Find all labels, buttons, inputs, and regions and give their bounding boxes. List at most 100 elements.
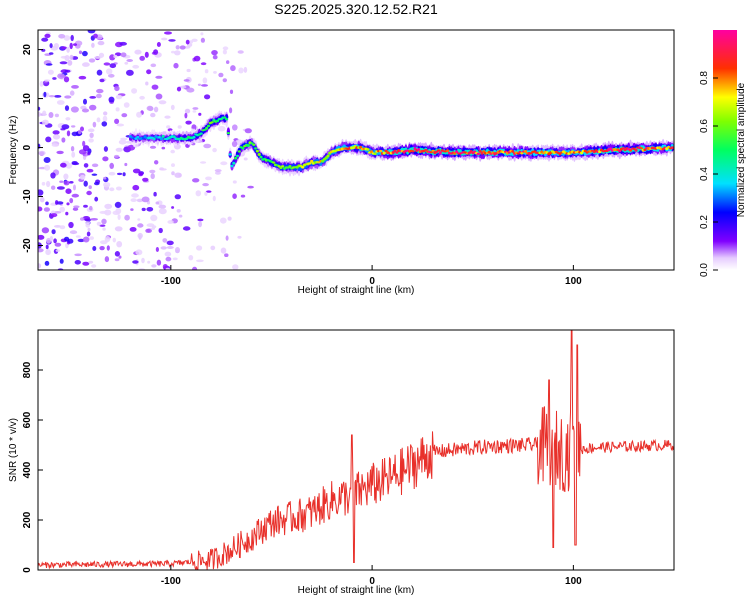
noise-cell [243,66,248,73]
noise-cell [113,54,118,59]
noise-cell [74,260,82,265]
snr-panel: -100 0 100 0 200 400 600 800 Height of straigh… [8,329,675,596]
noise-cell [109,187,115,192]
noise-cell [211,50,218,56]
noise-cell [113,154,120,159]
noise-cell [92,121,97,128]
ridge-cell [634,148,638,152]
noise-cell [55,200,59,205]
noise-cell [63,76,70,83]
ridge-cell [417,148,421,151]
noise-cell [66,130,71,137]
noise-cell [101,121,108,127]
noise-cell [118,255,122,259]
noise-cell [61,124,70,130]
ridge-cell [228,153,232,156]
noise-cell [112,210,120,215]
noise-cell [162,238,168,243]
ridge-cell [215,119,220,123]
noise-cell [60,162,67,168]
spectrogram-x-axis-label: Height of straight line (km) [298,285,415,296]
ridge-cell [237,150,241,153]
noise-cell [44,79,51,82]
noise-cell [144,51,149,58]
noise-cell [184,112,188,119]
noise-cell [151,264,157,268]
noise-cell [210,245,216,251]
ridge-cell [234,156,238,160]
ridge-cell [480,151,484,155]
noise-cell [71,193,80,198]
noise-cell [165,256,172,262]
noise-cell [120,52,127,58]
noise-cell [87,128,95,133]
noise-cell [155,93,163,100]
noise-cell [64,69,71,73]
noise-cell [65,188,72,194]
x-tick-label: -100 [161,576,181,587]
noise-cell [82,216,91,221]
noise-cell [115,147,123,152]
noise-cell [141,207,146,212]
ridge-cell [455,150,459,153]
noise-cell [220,247,227,254]
noise-cell [120,137,128,141]
noise-cell [43,207,51,212]
noise-cell [39,81,44,87]
noise-cell [220,217,227,224]
ridge-cell [379,149,383,153]
noise-cell [205,176,212,181]
noise-cell [96,93,102,99]
ridge-cell [281,165,285,168]
noise-cell [159,168,167,171]
noise-cell [47,69,54,75]
spectrogram-y-ticks: -20 -10 0 10 20 [22,44,43,253]
noise-cell [172,257,178,261]
noise-cell [63,35,71,41]
noise-cell [59,206,65,213]
noise-cell [91,173,98,176]
noise-cell [196,259,204,263]
noise-cell [50,213,58,218]
noise-cell [89,132,94,138]
noise-cell [87,151,91,156]
colorbar: 0.0 0.2 0.4 0.6 0.8 Normalized spectral ampl… [699,30,747,277]
noise-cell [204,94,211,100]
noise-cell [94,181,100,186]
noise-cell [141,196,150,203]
noise-cell [185,120,192,125]
noise-cell [151,84,159,90]
noise-cell [61,46,67,50]
noise-cell [200,161,207,164]
noise-cell [244,128,252,134]
noise-cell [73,205,80,209]
noise-cell [164,115,171,119]
noise-cell [73,43,77,46]
noise-cell [51,229,56,235]
noise-cell [103,176,107,180]
spectrogram-y-axis-label: Frequency (Hz) [8,116,19,185]
noise-cell [59,225,66,230]
y-tick-label: 600 [22,411,33,428]
noise-cell [54,113,60,118]
y-tick-label: 10 [22,93,33,105]
noise-cell [200,62,207,66]
noise-cell [131,193,139,198]
noise-cell [71,131,79,137]
noise-cell [198,112,202,116]
noise-cell [71,125,76,128]
noise-cell [70,146,75,152]
snr-x-ticks: -100 0 100 [161,565,582,587]
noise-cell [186,68,191,73]
noise-cell [99,210,108,214]
noise-cell [146,207,154,212]
noise-cell [103,111,108,116]
noise-cell [106,68,113,75]
x-tick-label: 0 [369,276,375,287]
y-tick-label: 800 [22,361,33,378]
x-tick-label: -100 [161,276,181,287]
noise-cell [65,211,69,216]
ridge-cell [259,155,263,159]
noise-cell [178,214,183,218]
noise-cell [225,235,229,241]
